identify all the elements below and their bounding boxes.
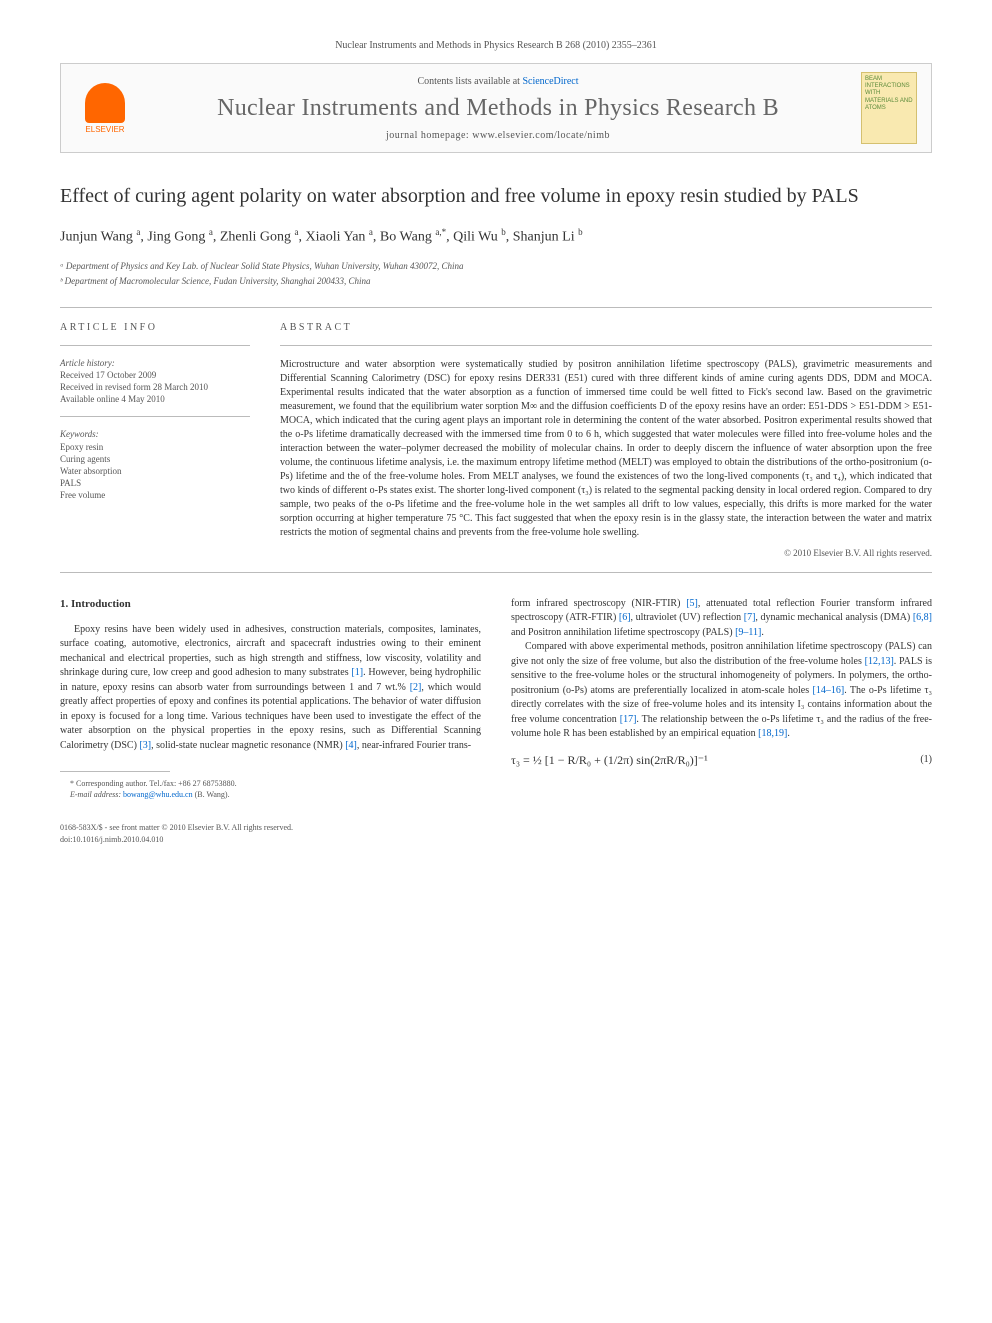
text: .: [787, 728, 790, 739]
bottom-metadata: 0168-583X/$ - see front matter © 2010 El…: [60, 822, 932, 844]
intro-paragraph-1-cont: form infrared spectroscopy (NIR-FTIR) [5…: [511, 597, 932, 641]
ref-link[interactable]: [5]: [686, 598, 698, 609]
article-info-heading: ARTICLE INFO: [60, 322, 250, 333]
homepage-line: journal homepage: www.elsevier.com/locat…: [147, 130, 849, 141]
affiliation-a: ᵃ Department of Physics and Key Lab. of …: [60, 260, 932, 274]
ref-link[interactable]: [4]: [345, 740, 357, 751]
ref-link[interactable]: [3]: [139, 740, 151, 751]
equation-number: (1): [920, 753, 932, 768]
sciencedirect-link[interactable]: ScienceDirect: [522, 76, 578, 87]
elsevier-tree-icon: [85, 83, 125, 123]
affiliation-b: ᵇ Department of Macromolecular Science, …: [60, 275, 932, 289]
journal-cover-thumbnail: BEAM INTERACTIONS WITH MATERIALS AND ATO…: [861, 72, 917, 144]
history-revised: Received in revised form 28 March 2010: [60, 382, 250, 392]
equation-1-row: τ₃ = ½ [1 − R/R₀ + (1/2π) sin(2πR/R₀)]⁻¹…: [511, 752, 932, 769]
ref-link[interactable]: [1]: [351, 667, 363, 678]
text: , ultraviolet (UV) reflection: [631, 612, 744, 623]
elsevier-logo: ELSEVIER: [75, 78, 135, 138]
journal-name: Nuclear Instruments and Methods in Physi…: [147, 95, 849, 122]
ref-link[interactable]: [2]: [410, 682, 422, 693]
intro-paragraph-2: Compared with above experimental methods…: [511, 640, 932, 742]
info-divider: [60, 345, 250, 346]
ref-link[interactable]: [6]: [619, 612, 631, 623]
keyword: Free volume: [60, 490, 250, 500]
email-link[interactable]: bowang@whu.edu.cn: [123, 790, 193, 799]
corresponding-author-footnote: * Corresponding author. Tel./fax: +86 27…: [60, 778, 481, 789]
text: form infrared spectroscopy (NIR-FTIR): [511, 598, 686, 609]
doi-line: doi:10.1016/j.nimb.2010.04.010: [60, 834, 932, 845]
article-title: Effect of curing agent polarity on water…: [60, 183, 932, 209]
contents-line: Contents lists available at ScienceDirec…: [147, 76, 849, 87]
journal-header: ELSEVIER Contents lists available at Sci…: [60, 63, 932, 153]
history-online: Available online 4 May 2010: [60, 394, 250, 404]
right-column: form infrared spectroscopy (NIR-FTIR) [5…: [511, 597, 932, 801]
affiliations: ᵃ Department of Physics and Key Lab. of …: [60, 260, 932, 289]
copyright-line: © 2010 Elsevier B.V. All rights reserved…: [280, 548, 932, 558]
ref-link[interactable]: [6,8]: [913, 612, 932, 623]
email-label: E-mail address:: [70, 790, 123, 799]
equation-1: τ₃ = ½ [1 − R/R₀ + (1/2π) sin(2πR/R₀)]⁻¹: [511, 752, 708, 769]
keyword: Water absorption: [60, 466, 250, 476]
history-label: Article history:: [60, 358, 250, 368]
front-matter-line: 0168-583X/$ - see front matter © 2010 El…: [60, 822, 932, 833]
abstract-divider: [280, 345, 932, 346]
body-columns: 1. Introduction Epoxy resins have been w…: [60, 597, 932, 801]
ref-link[interactable]: [17]: [620, 714, 637, 725]
email-suffix: (B. Wang).: [193, 790, 230, 799]
info-divider: [60, 416, 250, 417]
ref-link[interactable]: [14–16]: [813, 685, 845, 696]
text: .: [761, 627, 764, 638]
elsevier-text: ELSEVIER: [85, 125, 124, 134]
header-center: Contents lists available at ScienceDirec…: [135, 76, 861, 141]
keywords-label: Keywords:: [60, 429, 250, 439]
keyword: PALS: [60, 478, 250, 488]
journal-reference: Nuclear Instruments and Methods in Physi…: [60, 40, 932, 51]
ref-link[interactable]: [9–11]: [735, 627, 761, 638]
history-received: Received 17 October 2009: [60, 370, 250, 380]
authors-line: Junjun Wang a, Jing Gong a, Zhenli Gong …: [60, 227, 932, 246]
abstract-text: Microstructure and water absorption were…: [280, 358, 932, 540]
info-abstract-row: ARTICLE INFO Article history: Received 1…: [60, 322, 932, 573]
ref-link[interactable]: [12,13]: [865, 656, 894, 667]
homepage-prefix: journal homepage:: [386, 130, 472, 141]
keyword: Curing agents: [60, 454, 250, 464]
abstract-heading: ABSTRACT: [280, 322, 932, 333]
divider: [60, 307, 932, 308]
contents-prefix: Contents lists available at: [417, 76, 522, 87]
text: , near-infrared Fourier trans-: [357, 740, 471, 751]
homepage-url[interactable]: www.elsevier.com/locate/nimb: [472, 130, 610, 141]
abstract-column: ABSTRACT Microstructure and water absorp…: [280, 322, 932, 558]
text: , solid-state nuclear magnetic resonance…: [151, 740, 345, 751]
section-1-heading: 1. Introduction: [60, 597, 481, 613]
intro-paragraph-1: Epoxy resins have been widely used in ad…: [60, 623, 481, 754]
left-column: 1. Introduction Epoxy resins have been w…: [60, 597, 481, 801]
article-info-column: ARTICLE INFO Article history: Received 1…: [60, 322, 250, 558]
email-footnote: E-mail address: bowang@whu.edu.cn (B. Wa…: [60, 789, 481, 800]
ref-link[interactable]: [7]: [744, 612, 756, 623]
ref-link[interactable]: [18,19]: [758, 728, 787, 739]
keyword: Epoxy resin: [60, 442, 250, 452]
text: , dynamic mechanical analysis (DMA): [755, 612, 912, 623]
text: and Positron annihilation lifetime spect…: [511, 627, 735, 638]
footnote-separator: [60, 771, 170, 772]
